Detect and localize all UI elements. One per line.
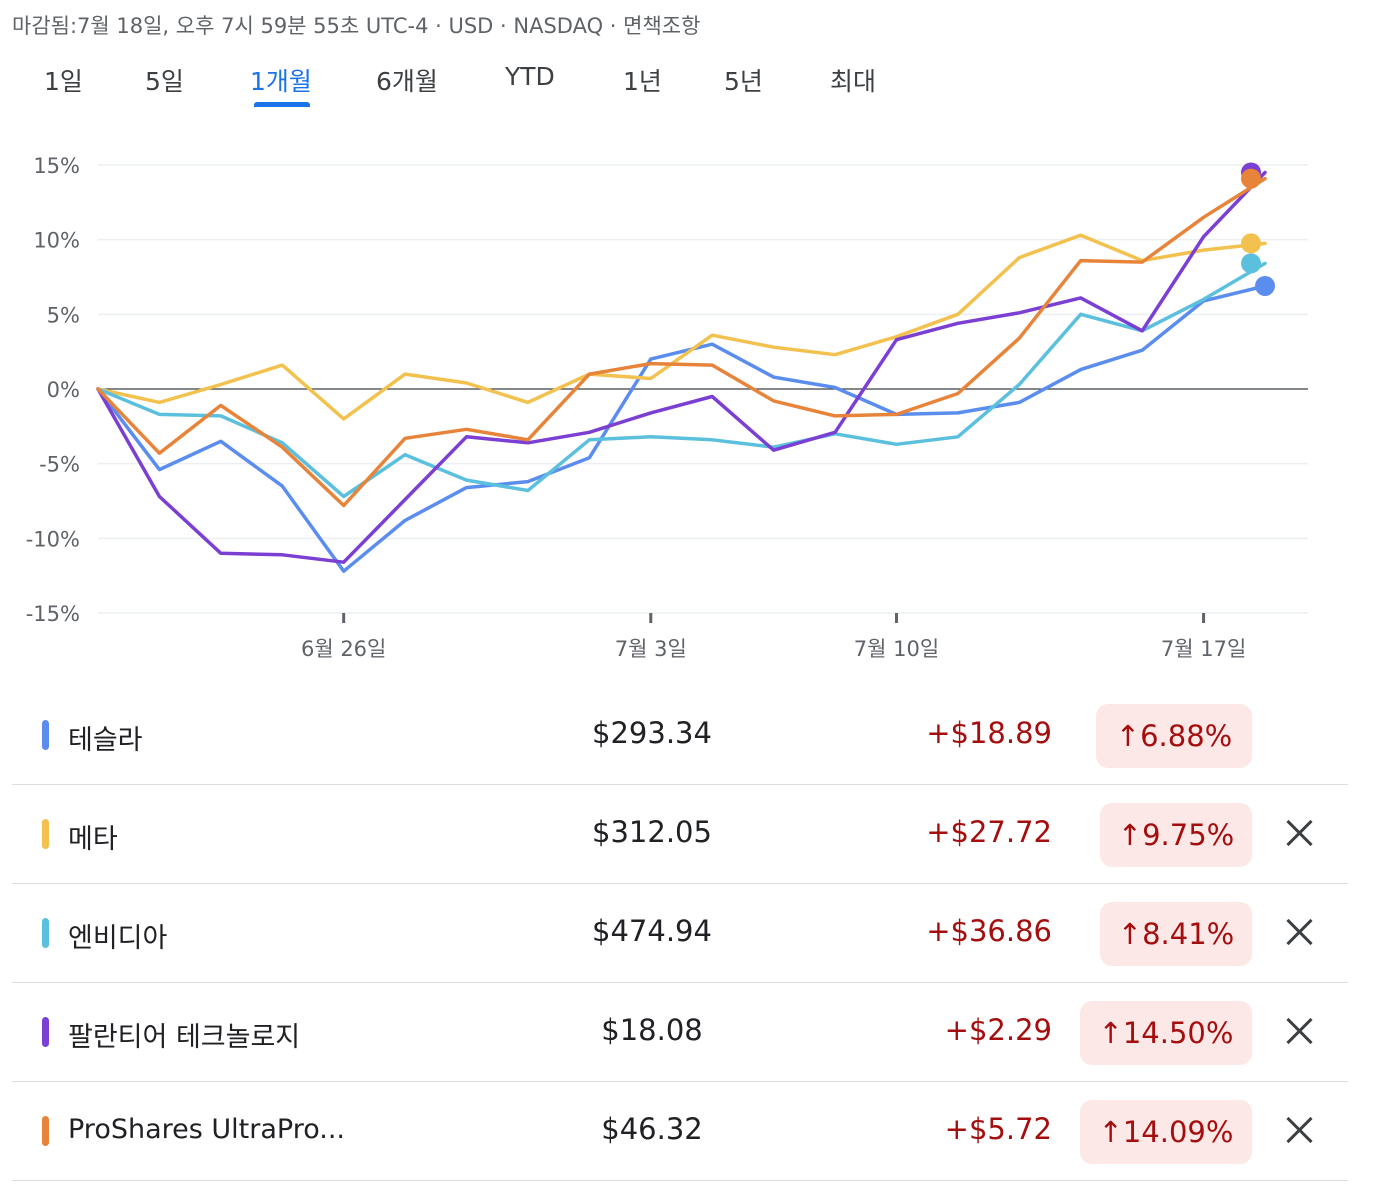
tab-1d[interactable]: 1일 [44,67,83,96]
stock-name: 팔란티어 테크놀로지 [68,1022,301,1053]
y-tick-label: 10% [33,229,80,253]
stock-change: +$5.72 [944,1112,1052,1146]
y-tick-label: 5% [47,303,80,327]
tab-max[interactable]: 최대 [830,67,877,96]
series-color-bar [42,918,49,948]
x-tick-label: 7월 17일 [1161,637,1246,661]
stock-price: $18.08 [601,1013,703,1047]
stock-name: 메타 [68,824,118,855]
series-line [96,170,1267,564]
y-tick-label: 0% [47,378,80,402]
stock-percent-badge: ↑14.09% [1080,1100,1252,1164]
tab-1y[interactable]: 1년 [623,67,662,96]
remove-comparison-icon[interactable] [1282,914,1318,950]
stock-row-meta[interactable]: 메타 $312.05 +$27.72 ↑9.75% [12,785,1348,884]
tab-ytd[interactable]: YTD [505,62,555,91]
series-color-bar [42,1017,49,1047]
remove-comparison-icon[interactable] [1282,815,1318,851]
market-status-line: 마감됨:7월 18일, 오후 7시 59분 55초 UTC-4 · USD · … [12,14,701,38]
x-tick-label: 6월 26일 [301,637,386,661]
stock-price: $293.34 [592,716,712,750]
remove-comparison-icon[interactable] [1282,1112,1318,1148]
stock-change: +$2.29 [944,1013,1052,1047]
series-line [96,261,1267,499]
y-tick-label: -5% [39,453,80,477]
series-color-bar [42,819,49,849]
stock-row-proshares[interactable]: ProShares UltraPro... $46.32 +$5.72 ↑14.… [12,1082,1348,1181]
series-color-bar [42,720,49,750]
y-tick-label: -10% [26,527,80,551]
stock-row-palantir[interactable]: 팔란티어 테크놀로지 $18.08 +$2.29 ↑14.50% [12,983,1348,1082]
series-line [96,176,1267,508]
series-end-marker [1241,168,1262,189]
stock-name: 테슬라 [68,725,143,756]
series-end-marker [1241,233,1262,254]
stock-price: $312.05 [592,815,712,849]
series-line [96,233,1267,421]
series-line [96,284,1267,573]
x-tick-label: 7월 3일 [615,637,687,661]
tab-1m[interactable]: 1개월 [250,67,312,96]
series-color-bar [42,1116,49,1146]
stock-row-nvidia[interactable]: 엔비디아 $474.94 +$36.86 ↑8.41% [12,884,1348,983]
stock-row-tesla[interactable]: 테슬라 $293.34 +$18.89 ↑6.88% [12,686,1348,785]
tab-5y[interactable]: 5년 [724,67,763,96]
remove-comparison-icon[interactable] [1282,1013,1318,1049]
stock-percent-badge: ↑8.41% [1100,902,1252,966]
series-end-marker [1241,253,1262,274]
stock-percent-badge: ↑6.88% [1096,704,1252,768]
stock-price: $474.94 [592,914,712,948]
tab-5d[interactable]: 5일 [145,67,184,96]
range-tabs: 1일 5일 1개월 6개월 YTD 1년 5년 최대 [0,62,1000,112]
tab-6m[interactable]: 6개월 [376,67,438,96]
y-tick-label: 15% [33,154,80,178]
stock-name: 엔비디아 [68,923,168,954]
x-tick-label: 7월 10일 [854,637,939,661]
stock-change: +$18.89 [926,716,1052,750]
stock-percent-badge: ↑9.75% [1100,803,1252,867]
stock-change: +$36.86 [926,914,1052,948]
y-tick-label: -15% [26,602,80,626]
active-tab-indicator [254,102,310,107]
stock-percent-badge: ↑14.50% [1080,1001,1252,1065]
series-end-marker [1255,275,1276,296]
stock-change: +$27.72 [926,815,1052,849]
comparison-line-chart: 15% 10% 5% 0% -5% -10% -15% 6월 26일 7월 3일 7월 10일 7월… [26,154,1308,661]
stock-price: $46.32 [601,1112,703,1146]
comparison-list: 테슬라 $293.34 +$18.89 ↑6.88% 메타 $312.05 +$… [12,686,1348,1181]
stock-name: ProShares UltraPro... [68,1114,346,1145]
